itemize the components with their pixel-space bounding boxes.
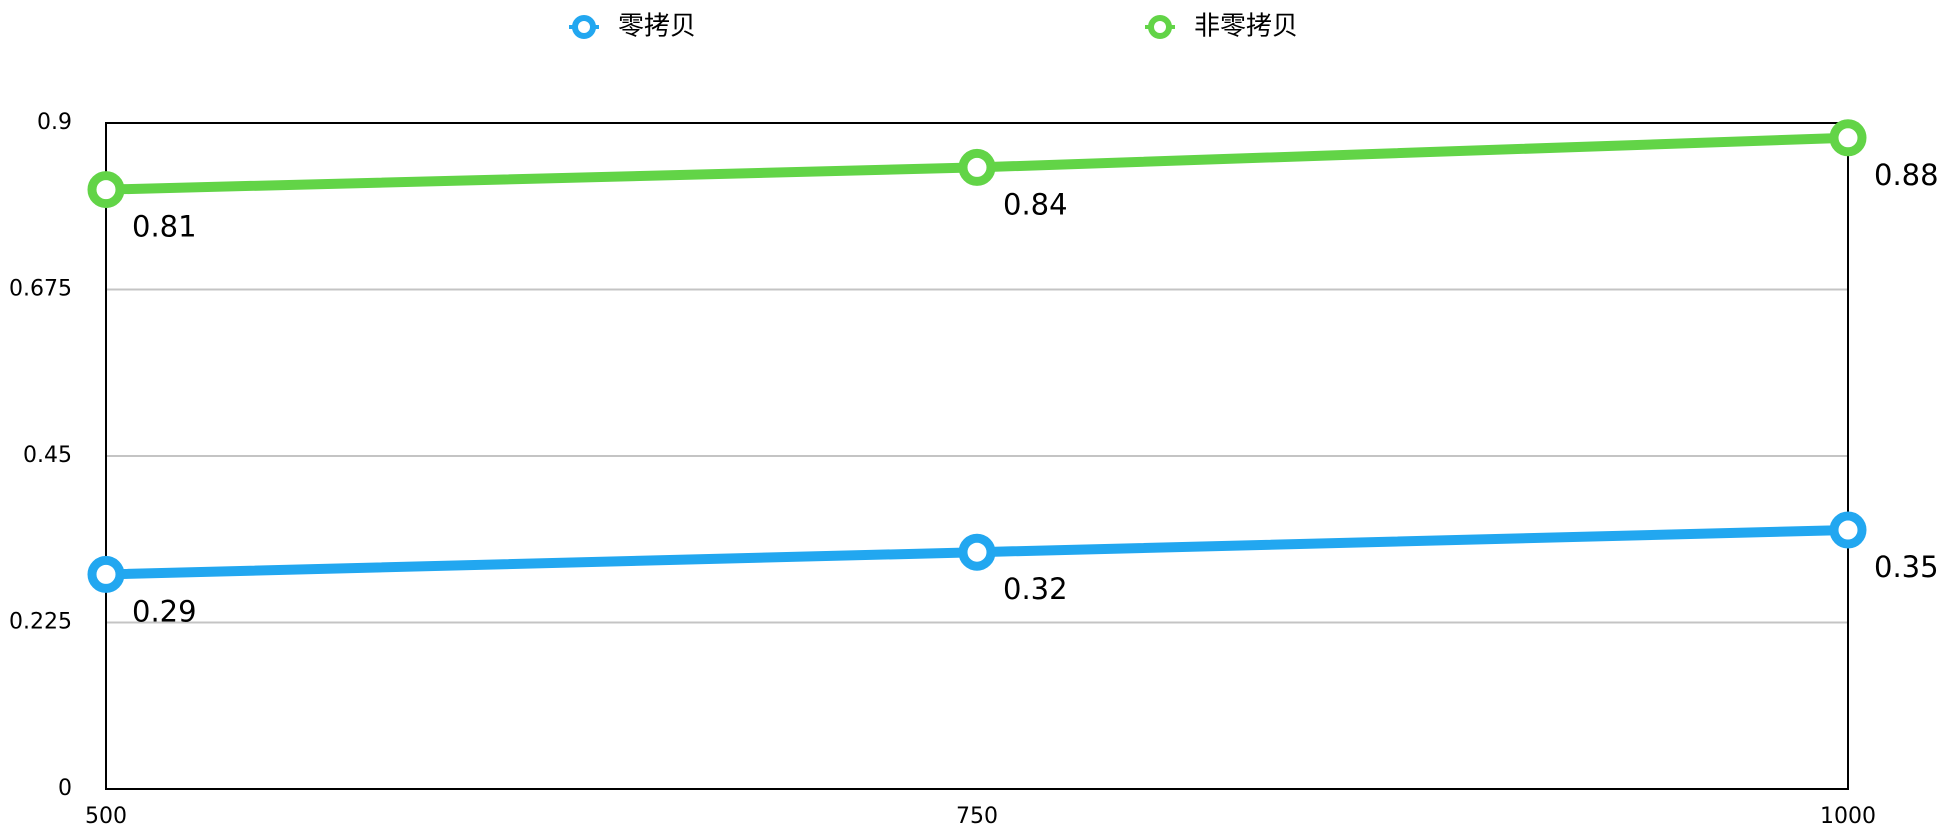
- legend-item-2: 非零拷贝: [1145, 12, 1298, 42]
- y-tick-label: 0.675: [9, 277, 72, 302]
- data-point: [1829, 511, 1867, 549]
- legend-marker: [572, 15, 596, 39]
- x-axis-ticks: 500 750 1000: [85, 804, 1876, 829]
- legend-marker: [1148, 15, 1172, 39]
- legend-label: 零拷贝: [618, 12, 696, 42]
- series-2: 0.81 0.84 0.88: [87, 119, 1939, 244]
- series-layer: 0.29 0.32 0.35 0.81 0.84 0.88: [87, 119, 1939, 628]
- data-label: 0.84: [1003, 187, 1068, 221]
- x-tick-label: 500: [85, 804, 127, 829]
- data-point: [958, 533, 996, 571]
- y-tick-label: 0: [58, 776, 72, 801]
- data-label: 0.88: [1874, 158, 1939, 192]
- y-tick-label: 0.45: [23, 443, 72, 468]
- y-axis-ticks: 0 0.225 0.45 0.675 0.9: [9, 110, 72, 801]
- data-label: 0.32: [1003, 572, 1068, 606]
- x-tick-label: 750: [956, 804, 998, 829]
- y-tick-label: 0.225: [9, 610, 72, 635]
- gridlines: [106, 288, 1848, 624]
- plot-frame: [105, 122, 1849, 790]
- data-point: [958, 148, 996, 186]
- y-tick-label: 0.9: [37, 110, 72, 135]
- legend-label: 非零拷贝: [1194, 12, 1298, 42]
- data-label: 0.81: [132, 210, 197, 244]
- legend-item-1: 零拷贝: [569, 12, 696, 42]
- legend: 零拷贝 非零拷贝: [569, 12, 1298, 42]
- x-tick-label: 1000: [1820, 804, 1876, 829]
- data-point: [87, 555, 125, 593]
- data-point: [1829, 119, 1867, 157]
- data-label: 0.35: [1874, 550, 1939, 584]
- data-point: [87, 171, 125, 209]
- data-label: 0.29: [132, 594, 197, 628]
- series-1: 0.29 0.32 0.35: [87, 511, 1939, 628]
